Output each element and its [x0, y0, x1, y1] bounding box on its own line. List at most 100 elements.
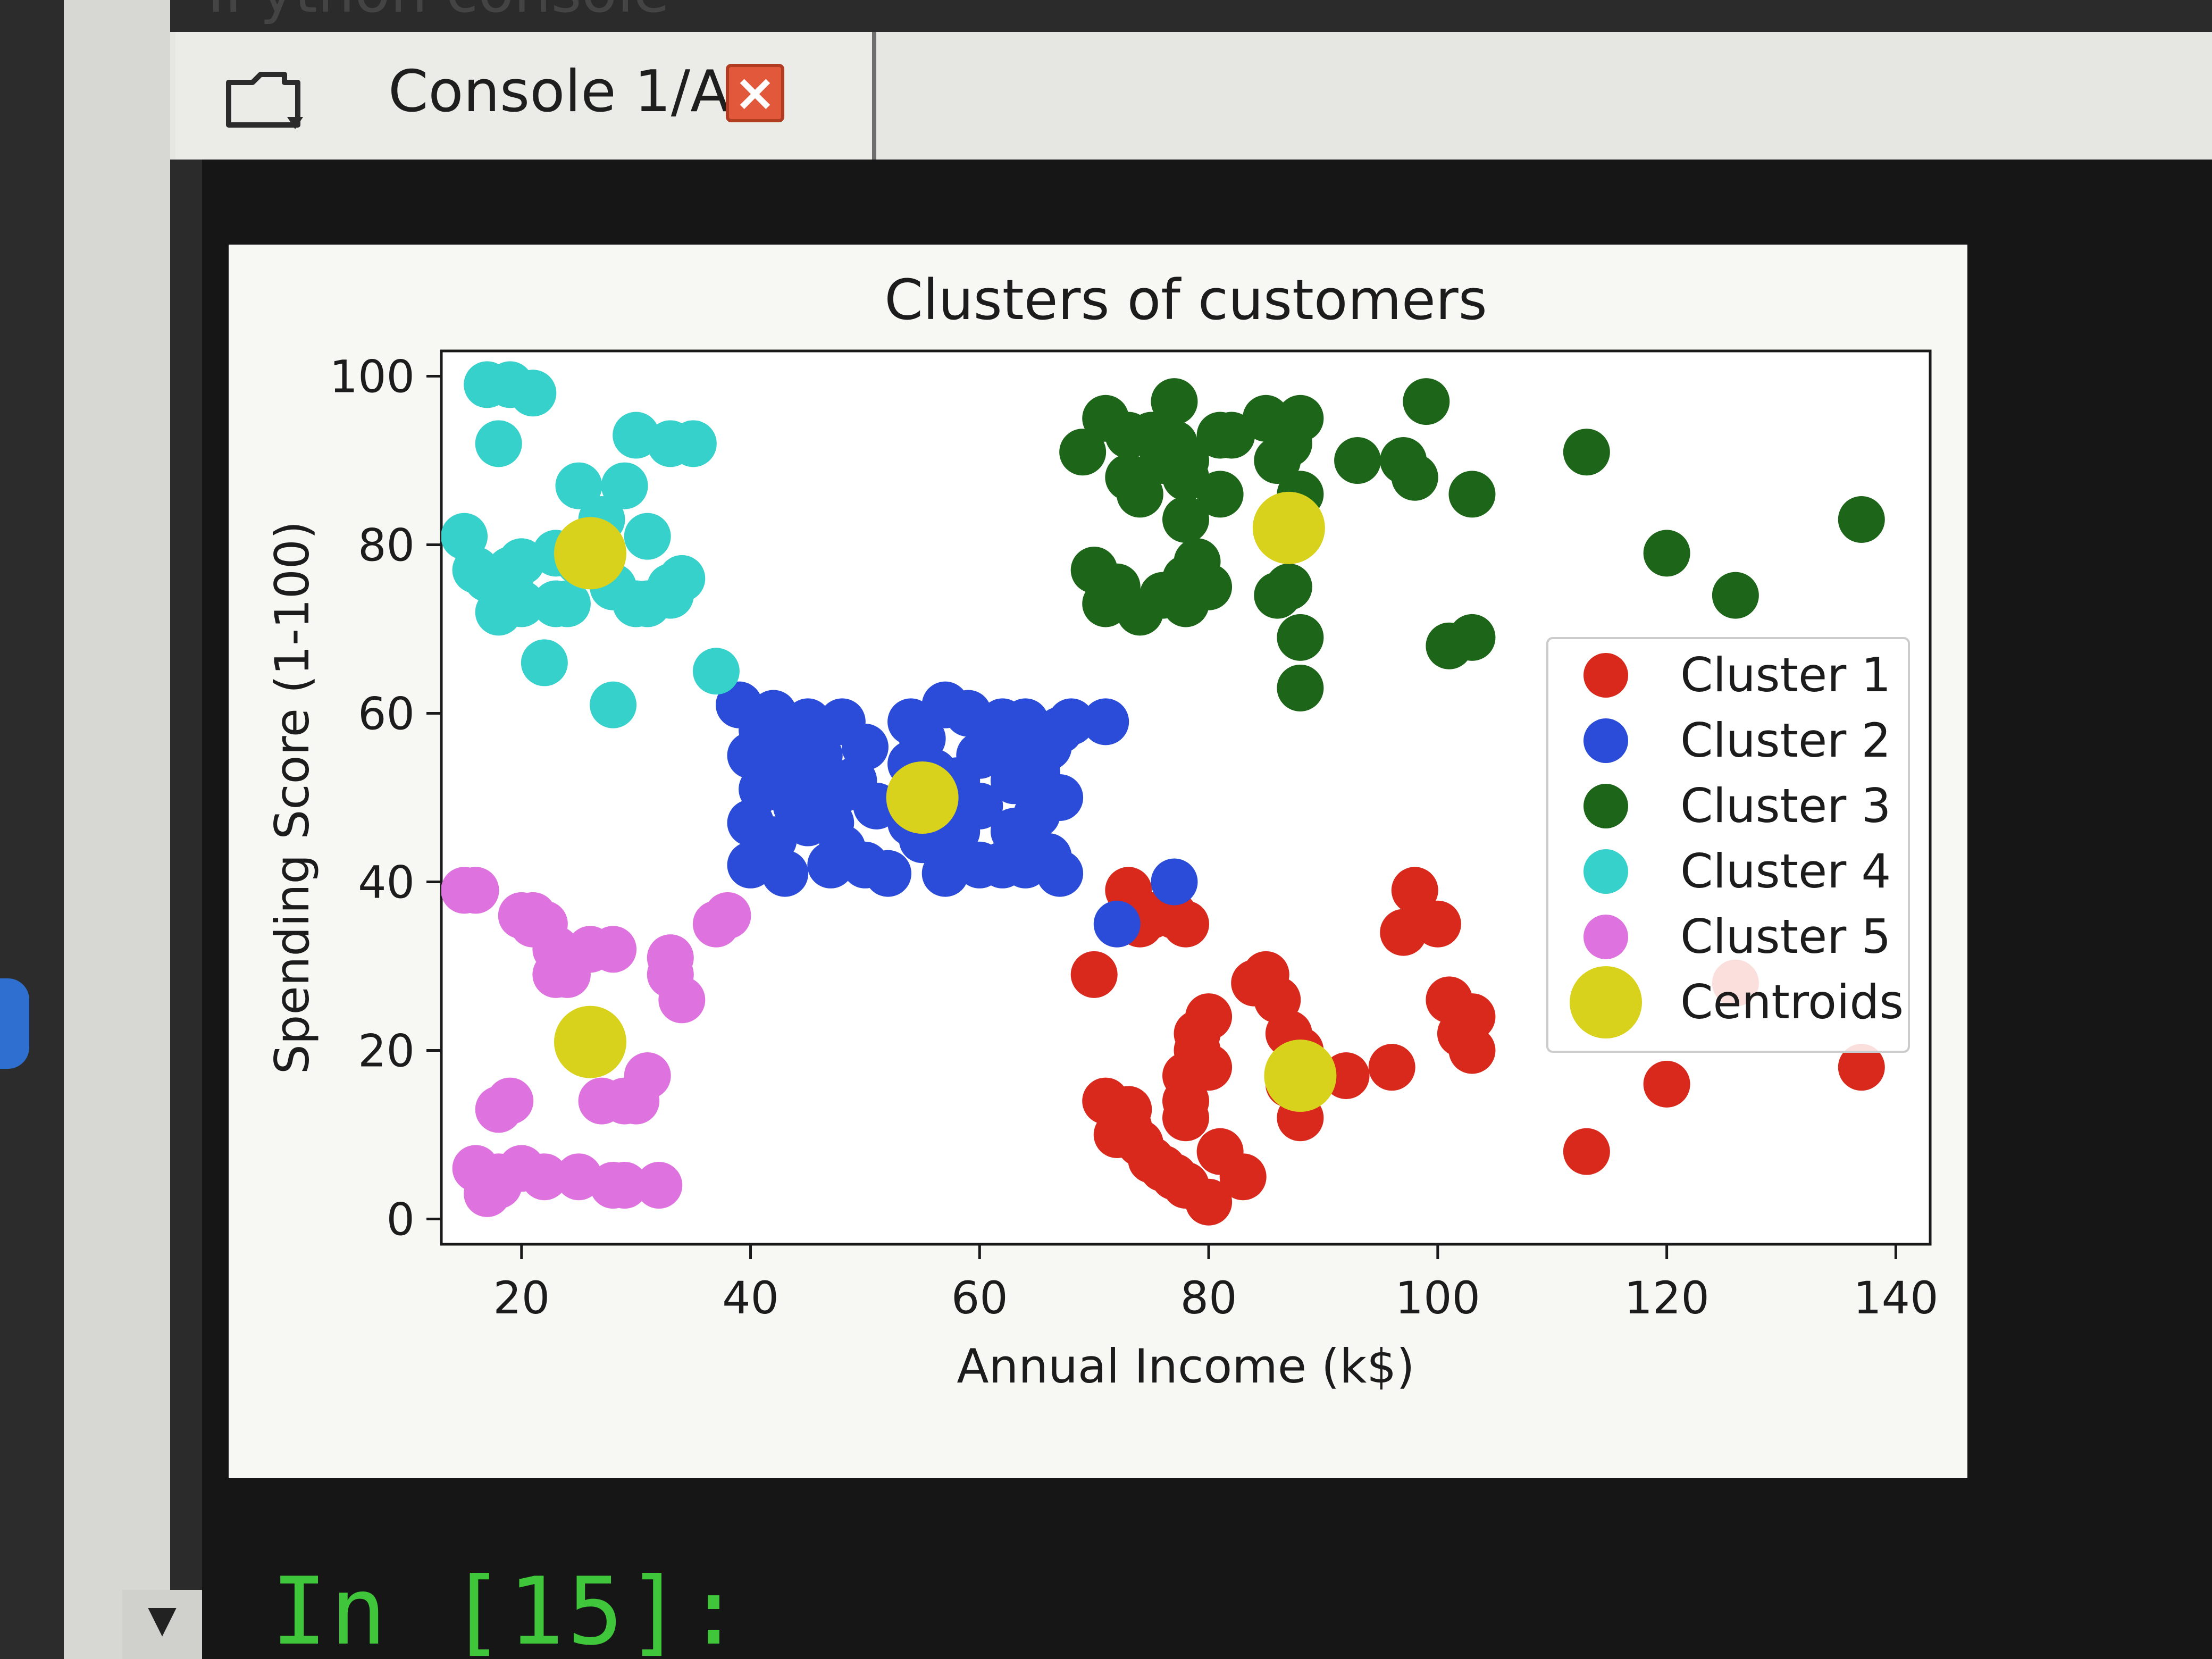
data-point: [1185, 993, 1233, 1041]
data-point: [601, 462, 648, 509]
data-point: [487, 1077, 534, 1125]
data-point: [543, 580, 591, 627]
legend-marker: [1583, 849, 1628, 894]
data-point: [1162, 437, 1209, 484]
centroid-point: [1264, 1040, 1337, 1112]
y-tick-label: 80: [358, 520, 415, 572]
x-tick-label: 100: [1395, 1272, 1480, 1324]
legend-marker: [1583, 653, 1628, 698]
legend-marker: [1570, 966, 1642, 1038]
data-point: [1036, 850, 1084, 897]
x-tick-label: 120: [1624, 1272, 1709, 1324]
legend-marker: [1583, 915, 1628, 959]
data-point: [1036, 774, 1084, 821]
legend-marker: [1583, 718, 1628, 763]
data-point: [704, 892, 751, 939]
legend-label: Cluster 1: [1680, 648, 1891, 702]
data-point: [1162, 900, 1209, 948]
data-point: [1414, 900, 1461, 948]
data-point: [1151, 378, 1198, 425]
centroid-point: [554, 517, 626, 590]
side-tab[interactable]: [0, 978, 29, 1069]
legend-label: Centroids: [1680, 975, 1904, 1029]
x-tick-label: 20: [493, 1272, 550, 1324]
centroid-point: [886, 761, 959, 834]
data-point: [498, 580, 545, 627]
data-point: [1116, 471, 1163, 518]
folder-icon[interactable]: [223, 66, 308, 136]
data-point: [1403, 378, 1450, 425]
data-point: [555, 462, 602, 509]
y-tick-label: 0: [387, 1193, 415, 1245]
y-tick-label: 60: [358, 688, 415, 740]
centroid-point: [554, 1006, 626, 1078]
data-point: [1448, 614, 1496, 661]
data-point: [521, 1153, 568, 1201]
data-point: [1082, 698, 1129, 745]
data-point: [1277, 664, 1324, 711]
x-tick-label: 60: [951, 1272, 1008, 1324]
data-point: [669, 420, 717, 467]
x-tick-label: 140: [1853, 1272, 1938, 1324]
y-tick-label: 20: [358, 1025, 415, 1077]
data-point: [1838, 496, 1885, 543]
data-point: [1448, 1027, 1496, 1074]
data-point: [956, 782, 1003, 830]
data-point: [1070, 951, 1118, 998]
data-point: [795, 732, 843, 779]
y-axis-label: Spending Score (1-100): [265, 521, 320, 1074]
data-point: [1185, 563, 1233, 610]
data-point: [635, 1162, 683, 1209]
data-point: [658, 976, 706, 1024]
pane-title: IPython console: [207, 0, 669, 26]
chart-figure: Clusters of customers 20 40 60 80 100 120 140 0 2…: [229, 245, 1967, 1478]
left-dark-edge: [0, 0, 64, 1659]
data-point: [692, 648, 740, 695]
legend-box: [1546, 637, 1910, 1053]
data-point: [1448, 471, 1496, 518]
data-point: [624, 513, 671, 560]
data-point: [1196, 471, 1244, 518]
points-layer: [441, 361, 1885, 1226]
data-point: [1059, 429, 1107, 476]
data-point: [601, 1162, 648, 1209]
chevron-down-icon[interactable]: ▼: [122, 1590, 202, 1659]
data-point: [1368, 1044, 1415, 1091]
data-point: [1838, 1044, 1885, 1091]
data-point: [1162, 496, 1209, 543]
data-point: [521, 639, 568, 686]
close-icon[interactable]: ×: [726, 64, 784, 122]
legend-label: Cluster 2: [1680, 713, 1891, 768]
data-point: [647, 934, 694, 982]
data-point: [1643, 530, 1690, 577]
console-prompt[interactable]: In [15]:: [271, 1558, 745, 1659]
data-point: [865, 850, 911, 897]
data-point: [1048, 698, 1095, 745]
data-point: [590, 926, 637, 973]
data-point: [452, 867, 499, 914]
legend-label: Cluster 5: [1680, 909, 1891, 964]
x-tick-label: 80: [1180, 1272, 1237, 1324]
data-point: [1151, 858, 1198, 906]
data-point: [1391, 454, 1438, 501]
data-point: [590, 681, 637, 728]
data-point: [1391, 867, 1438, 914]
legend: Cluster 1 Cluster 2 Cluster 3 Cluster 4 Clus…: [1546, 637, 1910, 1053]
chart-title: Clusters of customers: [884, 267, 1487, 332]
data-point: [1277, 395, 1324, 442]
data-point: [841, 723, 889, 770]
data-point: [1563, 1128, 1610, 1175]
data-point: [1277, 614, 1324, 661]
legend-marker: [1583, 784, 1628, 828]
data-point: [624, 1052, 671, 1100]
data-point: [1093, 900, 1141, 948]
legend-label: Cluster 3: [1680, 778, 1891, 833]
data-point: [761, 850, 809, 897]
data-point: [475, 420, 522, 467]
data-point: [1563, 429, 1610, 476]
chart-svg: Clusters of customers 20 40 60 80 100 120 140 0 2…: [265, 267, 1939, 1394]
data-point: [1185, 1044, 1233, 1091]
centroid-point: [1252, 491, 1325, 564]
y-tick-label: 40: [358, 856, 415, 908]
